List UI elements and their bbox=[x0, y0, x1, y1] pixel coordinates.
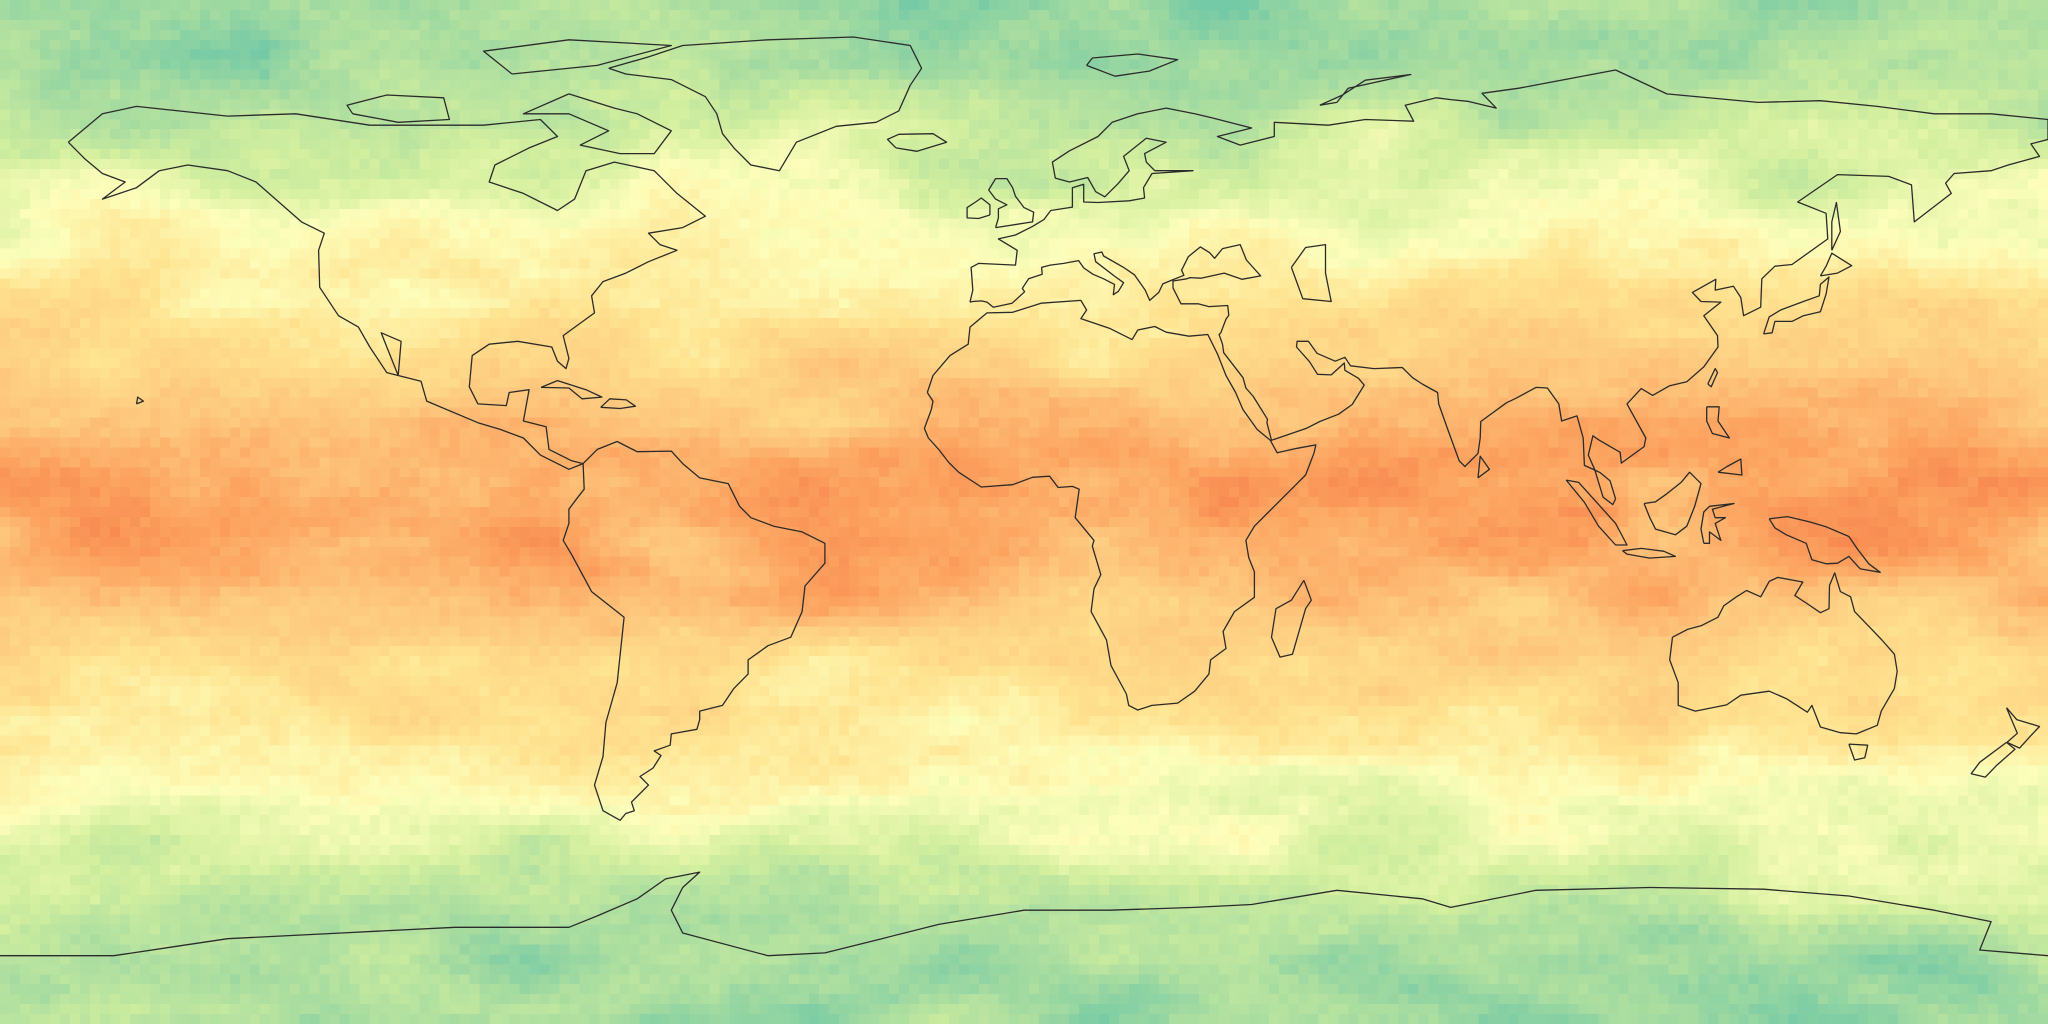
coastline-tasmania bbox=[1848, 743, 1869, 761]
coastline-japan-honshu bbox=[1762, 276, 1830, 335]
coastline-north-america bbox=[67, 105, 707, 470]
coastline-south-america bbox=[562, 440, 826, 821]
coastline-africa bbox=[923, 299, 1317, 711]
coastline-mindanao bbox=[1717, 458, 1743, 476]
coastline-new-zealand-south bbox=[1970, 741, 2016, 778]
coastline-novaya-zemlya bbox=[1319, 73, 1412, 106]
coastline-sulawesi bbox=[1700, 502, 1735, 544]
coastline-java bbox=[1622, 547, 1677, 559]
coastline-antarctica bbox=[0, 871, 2048, 957]
coastline-caspian-sea bbox=[1290, 243, 1332, 303]
coastline-hispaniola bbox=[600, 398, 637, 410]
coastline-sumatra bbox=[1565, 479, 1628, 546]
coastline-great-britain bbox=[988, 177, 1035, 229]
coastline-ireland bbox=[966, 197, 991, 220]
coastline-japan-hokkaido bbox=[1819, 252, 1853, 277]
coastline-eurasia bbox=[969, 69, 2048, 506]
coastline-new-guinea bbox=[1768, 515, 1881, 573]
coastline-madagascar bbox=[1270, 579, 1312, 658]
coastline-taiwan bbox=[1707, 367, 1719, 388]
coastline-borneo bbox=[1643, 471, 1702, 536]
coastline-australia bbox=[1669, 572, 1898, 735]
coastline-baffin-island bbox=[522, 93, 672, 155]
coastline-iceland bbox=[886, 133, 948, 152]
coastline-cuba bbox=[540, 379, 603, 400]
coastline-luzon bbox=[1706, 406, 1731, 439]
coastline-hawaii bbox=[135, 396, 145, 405]
coastline-greenland bbox=[608, 36, 923, 172]
coastline-victoria-island bbox=[346, 94, 451, 123]
coastline-svalbard bbox=[1086, 53, 1179, 77]
coastline-new-zealand-north bbox=[2005, 707, 2041, 749]
coastline-ellesmere-island bbox=[482, 39, 672, 75]
coastline-sakhalin bbox=[1831, 201, 1842, 251]
coastline-sri-lanka bbox=[1477, 455, 1491, 479]
